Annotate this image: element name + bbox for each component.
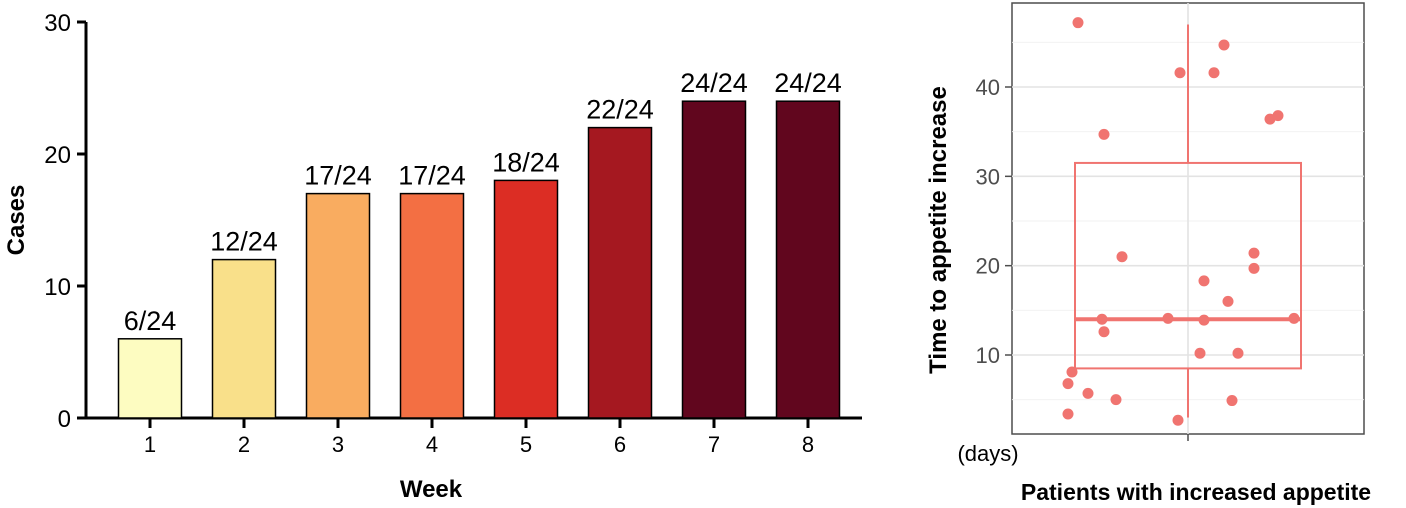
- box-plot-y-axis-title: Time to appetite increase: [925, 86, 952, 374]
- bar-y-tick-label: 0: [58, 406, 71, 433]
- box-plot-point: [1198, 314, 1210, 326]
- box-plot-point: [1082, 387, 1094, 399]
- box-plot-point: [1172, 414, 1184, 426]
- bar-data-label: 24/24: [774, 68, 842, 98]
- bar-data-label: 17/24: [304, 161, 372, 191]
- box-plot-y-tick-label: 10: [976, 343, 1000, 368]
- box-plot-point: [1272, 110, 1284, 122]
- box-plot-y-tick-label: 40: [976, 75, 1000, 100]
- bar: [587, 126, 653, 419]
- bar: [211, 258, 277, 419]
- box-plot-point: [1194, 347, 1206, 359]
- box-plot-point: [1248, 247, 1260, 259]
- bar-x-tick-label: 7: [708, 432, 720, 457]
- bar-x-tick-label: 8: [802, 432, 814, 457]
- box-plot-point: [1288, 312, 1300, 324]
- bar-x-ticks: 1 2 3 4 5 6 7 8: [144, 418, 814, 457]
- bar: [775, 100, 841, 419]
- box-plot-point: [1232, 347, 1244, 359]
- box-plot-point: [1226, 395, 1238, 407]
- bar: [493, 179, 559, 419]
- box-plot-point: [1248, 262, 1260, 274]
- box-plot: 10 20 30 40 Time to appetite increase (days…: [925, 2, 1371, 505]
- box-plot-y-tick-label: 20: [976, 254, 1000, 279]
- bar-y-axis-title: Cases: [3, 185, 30, 256]
- box-plot-point: [1218, 39, 1230, 51]
- box-plot-point: [1066, 366, 1078, 378]
- bar-data-label: 18/24: [492, 147, 560, 177]
- box-plot-box: [1074, 24, 1302, 418]
- box-plot-point: [1208, 67, 1220, 79]
- bar-x-tick-label: 3: [332, 432, 344, 457]
- box-plot-point: [1222, 295, 1234, 307]
- box-plot-points: [1062, 17, 1300, 426]
- bar-data-label: 17/24: [398, 161, 466, 191]
- box-plot-point: [1098, 128, 1110, 140]
- bar-data-label: 24/24: [680, 68, 748, 98]
- box-plot-y-tick-label: 30: [976, 164, 1000, 189]
- bar: [399, 192, 465, 419]
- bar: [681, 100, 747, 419]
- box-plot-unit-label: (days): [957, 441, 1018, 466]
- bar-x-axis-title: Week: [400, 476, 463, 503]
- box-plot-point: [1072, 17, 1084, 29]
- bar-data-label: 22/24: [586, 95, 654, 125]
- bar-y-ticks: 0 10 20 30: [44, 10, 86, 433]
- bar-data-label: 6/24: [124, 306, 177, 336]
- bar: [305, 192, 371, 419]
- bar-x-tick-label: 5: [520, 432, 532, 457]
- box-plot-point: [1174, 67, 1186, 79]
- bar: [117, 338, 183, 419]
- bar-x-tick-label: 2: [238, 432, 250, 457]
- box-plot-x-axis-title: Patients with increased appetite: [1021, 479, 1371, 505]
- bar-y-tick-label: 20: [44, 142, 71, 169]
- box-plot-point: [1096, 313, 1108, 325]
- bar-x-tick-label: 6: [614, 432, 626, 457]
- bar-data-label: 12/24: [210, 227, 278, 257]
- box-plot-point: [1116, 251, 1128, 263]
- bar-series: 6/24 12/24 17/24 17/24 18/24 22/24 24/24 24/24: [117, 68, 842, 419]
- box-plot-point: [1162, 312, 1174, 324]
- bar-y-tick-label: 10: [44, 274, 71, 301]
- bar-chart: 0 10 20 30 6/24 12/24 17/24 17/24 18/24 22/24 24/…: [3, 10, 862, 503]
- box-plot-point: [1110, 394, 1122, 406]
- bar-y-tick-label: 30: [44, 10, 71, 37]
- bar-x-tick-label: 4: [426, 432, 438, 457]
- box-plot-point: [1062, 378, 1074, 390]
- box-plot-point: [1062, 408, 1074, 420]
- box-plot-point: [1098, 326, 1110, 338]
- box-plot-point: [1198, 275, 1210, 287]
- box-plot-y-ticks: 10 20 30 40: [976, 75, 1012, 368]
- box-plot-iqr-box: [1074, 161, 1302, 370]
- bar-x-tick-label: 1: [144, 432, 156, 457]
